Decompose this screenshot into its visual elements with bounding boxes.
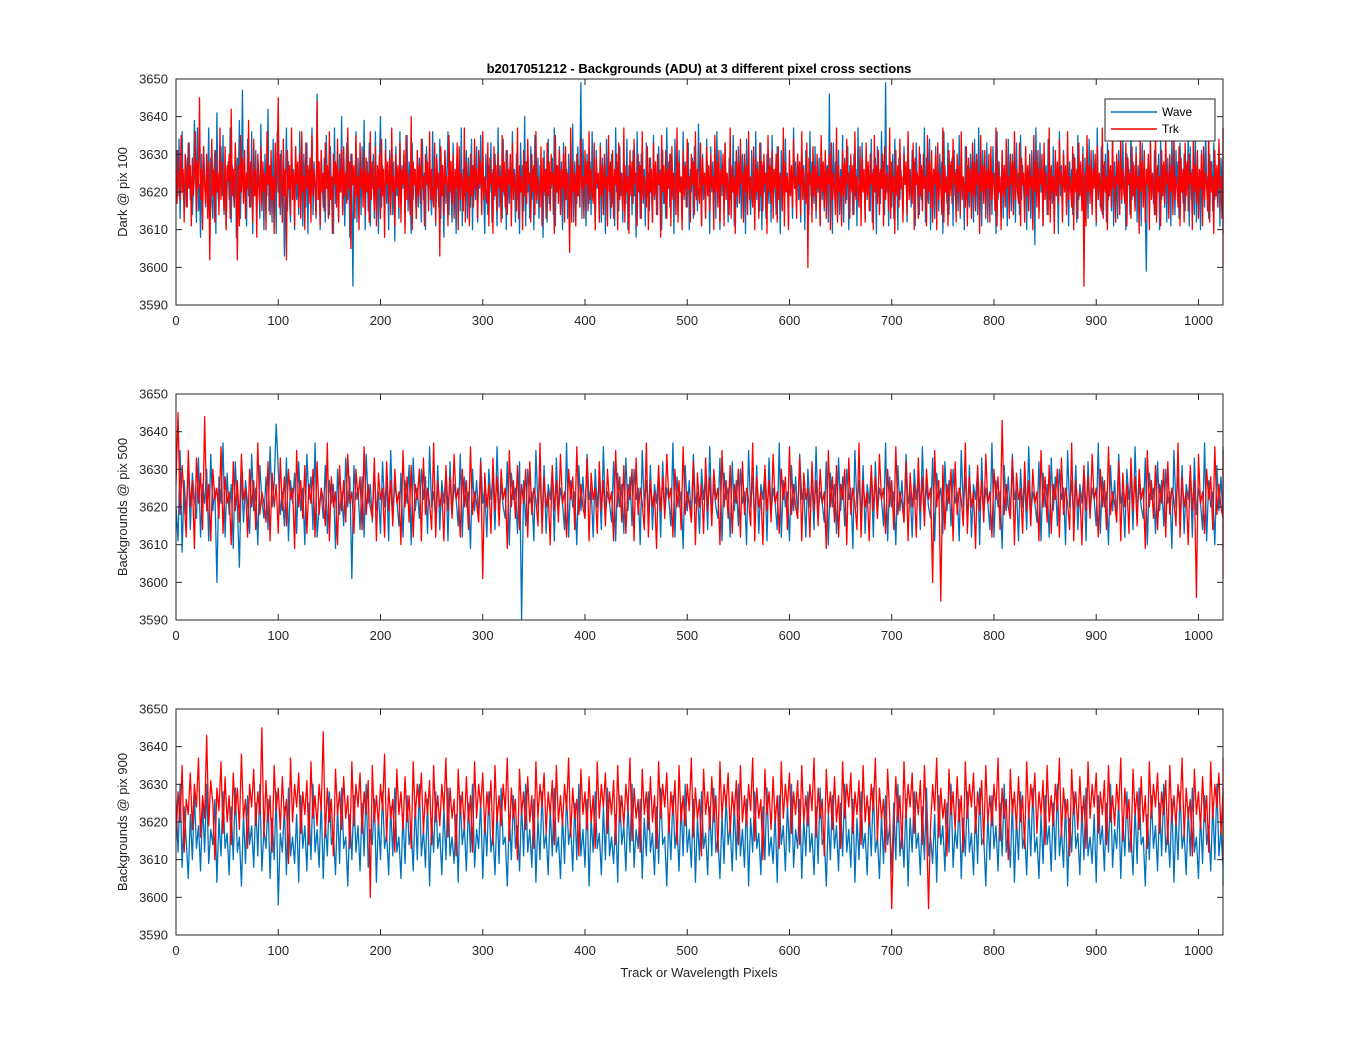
y-tick-label: 3650 (139, 72, 168, 87)
x-tick-label: 100 (267, 628, 289, 643)
x-tick-label: 500 (676, 628, 698, 643)
x-tick-label: 1000 (1184, 313, 1213, 328)
ticks-layer: 0 100 200 300 400 500 600 700 800 900 1000 3590 3600… (139, 702, 1223, 958)
x-tick-label: 800 (983, 943, 1005, 958)
x-tick-label: 800 (983, 628, 1005, 643)
y-tick-label: 3610 (139, 852, 168, 867)
x-tick-label: 500 (676, 313, 698, 328)
x-tick-label: 400 (574, 943, 596, 958)
x-tick-label: 600 (779, 943, 801, 958)
y-axis-label: Backgrounds @ pix 900 (115, 753, 130, 891)
x-tick-label: 100 (267, 313, 289, 328)
x-tick-label: 700 (881, 943, 903, 958)
x-tick-label: 600 (779, 313, 801, 328)
x-tick-label: 1000 (1184, 943, 1213, 958)
y-tick-label: 3610 (139, 537, 168, 552)
series-layer (175, 727, 1224, 910)
x-tick-label: 400 (574, 313, 596, 328)
x-tick-label: 900 (1085, 313, 1107, 328)
y-tick-label: 3620 (139, 185, 168, 200)
x-tick-label: 0 (172, 628, 179, 643)
subplot-dark-pix-100: 0 100 200 300 400 500 600 700 800 900 1000 3590 3600… (115, 72, 1224, 328)
y-tick-label: 3650 (139, 702, 168, 717)
x-tick-label: 1000 (1184, 628, 1213, 643)
y-axis-label: Dark @ pix 100 (115, 147, 130, 237)
legend: Wave Trk (1104, 98, 1216, 142)
y-tick-label: 3640 (139, 109, 168, 124)
y-tick-label: 3600 (139, 575, 168, 590)
x-tick-label: 200 (370, 628, 392, 643)
series-line-trk (175, 97, 1224, 287)
series-layer (175, 412, 1224, 621)
ticks-layer: 0 100 200 300 400 500 600 700 800 900 1000 3590 3600… (139, 72, 1223, 328)
y-tick-label: 3640 (139, 739, 168, 754)
x-axis-label: Track or Wavelength Pixels (620, 965, 778, 980)
y-tick-label: 3610 (139, 222, 168, 237)
y-tick-label: 3600 (139, 890, 168, 905)
x-tick-label: 400 (574, 628, 596, 643)
series-line-trk (175, 412, 1224, 602)
series-layer (175, 82, 1224, 287)
x-tick-label: 200 (370, 943, 392, 958)
subplot-backgrounds-pix-500: 0 100 200 300 400 500 600 700 800 900 1000 3590 3600… (115, 387, 1224, 643)
x-tick-label: 300 (472, 628, 494, 643)
series-line-wave (175, 783, 1224, 906)
x-tick-label: 900 (1085, 628, 1107, 643)
x-tick-label: 600 (779, 628, 801, 643)
x-tick-label: 800 (983, 313, 1005, 328)
series-line-trk (175, 727, 1224, 910)
y-tick-label: 3630 (139, 777, 168, 792)
x-tick-label: 200 (370, 313, 392, 328)
chart-title: b2017051212 - Backgrounds (ADU) at 3 dif… (487, 61, 912, 76)
y-tick-label: 3590 (139, 928, 168, 943)
x-tick-label: 0 (172, 313, 179, 328)
x-tick-label: 900 (1085, 943, 1107, 958)
legend-label-trk: Trk (1162, 122, 1180, 136)
x-tick-label: 700 (881, 313, 903, 328)
x-tick-label: 500 (676, 943, 698, 958)
x-tick-label: 300 (472, 943, 494, 958)
y-tick-label: 3640 (139, 424, 168, 439)
y-tick-label: 3630 (139, 147, 168, 162)
y-tick-label: 3590 (139, 298, 168, 313)
y-axis-label: Backgrounds @ pix 500 (115, 438, 130, 576)
x-tick-label: 300 (472, 313, 494, 328)
x-tick-label: 700 (881, 628, 903, 643)
y-tick-label: 3600 (139, 260, 168, 275)
x-tick-label: 0 (172, 943, 179, 958)
y-tick-label: 3620 (139, 500, 168, 515)
legend-box (1104, 98, 1216, 142)
legend-label-wave: Wave (1162, 105, 1193, 119)
y-tick-label: 3590 (139, 613, 168, 628)
ticks-layer: 0 100 200 300 400 500 600 700 800 900 1000 3590 3600… (139, 387, 1223, 643)
subplot-backgrounds-pix-900: 0 100 200 300 400 500 600 700 800 900 1000 3590 3600… (115, 702, 1224, 980)
y-tick-label: 3650 (139, 387, 168, 402)
y-tick-label: 3620 (139, 815, 168, 830)
y-tick-label: 3630 (139, 462, 168, 477)
x-tick-label: 100 (267, 943, 289, 958)
